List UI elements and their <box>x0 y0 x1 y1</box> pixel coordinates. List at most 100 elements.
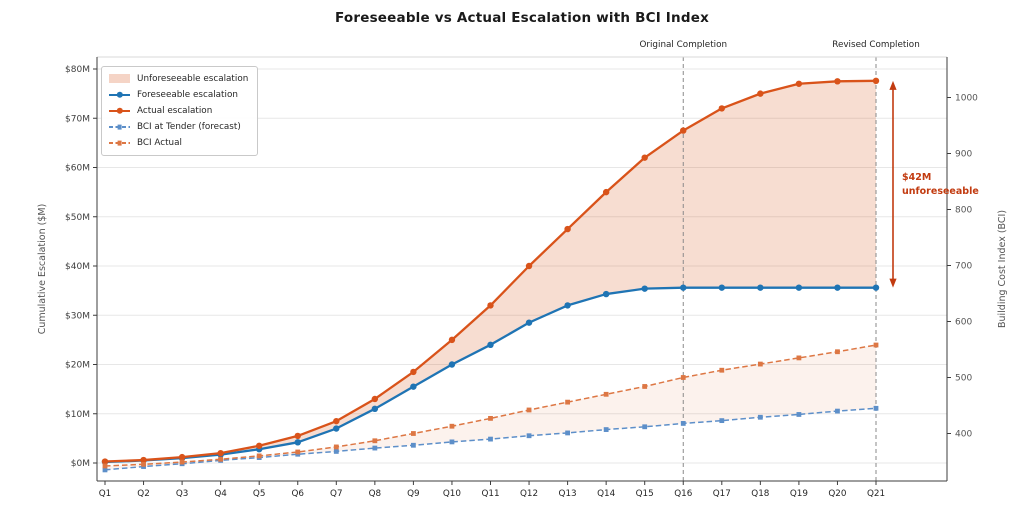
marker-circle <box>525 262 533 270</box>
marker-circle <box>680 284 687 291</box>
marker-square <box>565 430 570 436</box>
x-tick-label: Q12 <box>520 489 538 499</box>
marker-square <box>411 442 416 448</box>
marker-circle <box>641 285 648 292</box>
y-left-tick-label: $10M <box>65 410 90 420</box>
marker-circle <box>525 319 533 326</box>
marker-square <box>218 456 224 462</box>
y-left-tick-label: $30M <box>65 311 90 321</box>
marker-circle <box>487 341 494 348</box>
x-tick-label: Q9 <box>407 489 420 499</box>
actual-escalation-series <box>101 77 880 465</box>
x-tick-label: Q17 <box>713 489 731 499</box>
marker-circle <box>718 105 725 112</box>
marker-square <box>488 415 493 421</box>
legend-item-label: Foreseeable escalation <box>137 89 238 100</box>
marker-square <box>719 418 725 424</box>
marker-circle <box>834 284 841 291</box>
x-tick-label: Q18 <box>751 489 769 499</box>
legend: Unforeseeable escalation Foreseeable esca… <box>101 66 259 156</box>
marker-square <box>757 414 763 420</box>
marker-circle <box>101 458 109 465</box>
marker-circle <box>256 442 263 449</box>
marker-circle <box>487 302 494 309</box>
marker-square <box>603 391 609 397</box>
y-right-tick-label: 900 <box>955 150 972 160</box>
unforeseeable-callout: $42M unforeseeable <box>902 172 979 197</box>
revised-completion-label: Revised Completion <box>832 40 920 50</box>
x-tick-label: Q7 <box>330 489 343 499</box>
x-tick-label: Q2 <box>137 489 150 499</box>
x-tick-label: Q15 <box>636 489 654 499</box>
legend-swatch-line <box>109 90 130 99</box>
y-left-tick-label: $50M <box>65 213 90 223</box>
y-right-tick-label: 600 <box>955 318 972 328</box>
x-tick-label: Q11 <box>481 489 499 499</box>
marker-circle <box>178 453 186 461</box>
marker-circle <box>641 154 648 161</box>
marker-circle <box>872 77 880 85</box>
marker-circle <box>757 90 764 97</box>
marker-circle <box>371 395 379 403</box>
x-tick-label: Q16 <box>674 489 693 499</box>
legend-item-label: Unforeseeable escalation <box>137 73 249 84</box>
marker-square <box>333 444 339 450</box>
y-right-axis-title: Building Cost Index (BCI) <box>997 210 1008 328</box>
marker-square <box>835 349 840 355</box>
legend-swatch-patch <box>109 74 130 84</box>
marker-square <box>372 438 378 444</box>
marker-circle <box>410 383 417 390</box>
marker-square <box>642 384 648 389</box>
marker-circle <box>371 405 379 413</box>
marker-square <box>102 463 108 469</box>
marker-square <box>873 405 879 411</box>
marker-square <box>873 342 879 348</box>
legend-item-label: BCI Actual <box>137 138 182 149</box>
x-tick-label: Q6 <box>291 489 304 499</box>
marker-square <box>488 436 493 442</box>
marker-square <box>565 399 570 405</box>
marker-square <box>835 408 840 414</box>
y-left-tick-label: $0M <box>71 459 90 469</box>
x-tick-label: Q10 <box>443 489 462 499</box>
x-tick-label: Q21 <box>867 489 885 499</box>
y-left-tick-label: $60M <box>65 164 90 174</box>
y-right-tick-label: 700 <box>955 262 972 272</box>
legend-swatch-line <box>109 106 130 115</box>
original-completion-label: Original Completion <box>639 40 728 50</box>
marker-circle <box>448 361 456 368</box>
marker-circle <box>795 284 803 291</box>
marker-circle <box>294 439 301 446</box>
marker-square <box>757 361 763 367</box>
x-tick-label: Q1 <box>99 489 112 499</box>
marker-circle <box>140 456 147 464</box>
marker-circle <box>448 336 456 344</box>
marker-circle <box>834 78 841 85</box>
legend-item-label: BCI at Tender (forecast) <box>137 122 241 133</box>
marker-square <box>295 449 301 455</box>
legend-item-label: Actual escalation <box>137 105 213 116</box>
legend-swatch-dash <box>109 123 130 132</box>
y-left-tick-label: $80M <box>65 65 90 75</box>
marker-square <box>526 433 532 439</box>
marker-circle <box>680 127 687 134</box>
legend-item: Actual escalation <box>109 104 248 118</box>
x-tick-label: Q8 <box>369 489 382 499</box>
marker-circle <box>718 284 725 291</box>
marker-circle <box>333 417 340 425</box>
marker-square <box>256 453 262 459</box>
y-right-tick-label: 400 <box>955 430 972 440</box>
marker-square <box>449 423 455 429</box>
marker-square <box>449 439 455 445</box>
marker-circle <box>602 290 610 298</box>
marker-square <box>680 421 686 426</box>
marker-circle <box>757 284 764 291</box>
marker-square <box>796 412 802 417</box>
marker-circle <box>795 80 803 87</box>
marker-square <box>141 461 146 467</box>
unforeseeable-arrow <box>889 80 897 288</box>
marker-circle <box>217 449 224 457</box>
y-right-tick-label: 800 <box>955 206 972 216</box>
bci-actual-series <box>102 342 879 469</box>
